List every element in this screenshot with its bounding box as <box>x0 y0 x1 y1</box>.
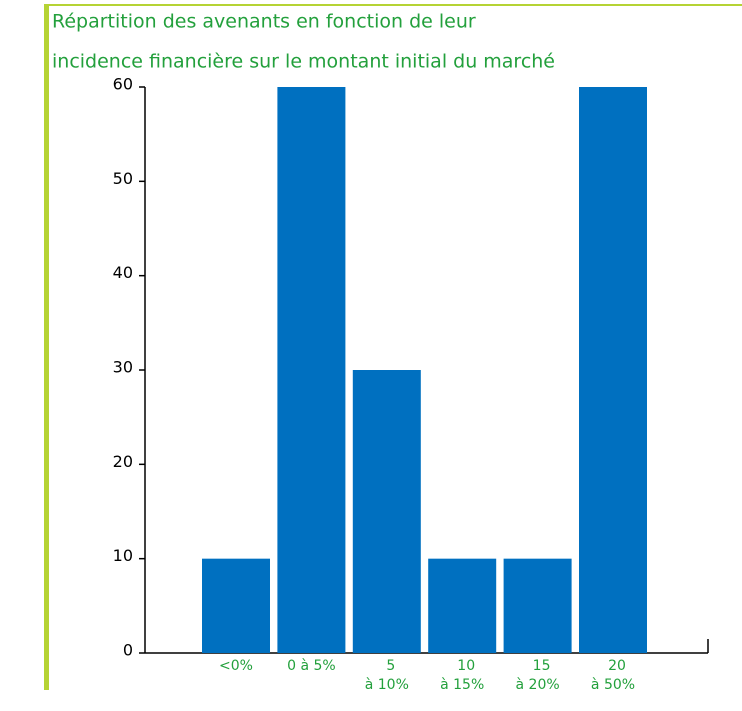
x-tick-label: 10 <box>457 658 475 674</box>
x-tick-label: <0% <box>219 658 253 674</box>
y-tick-label: 10 <box>113 546 133 565</box>
x-tick-label: à 50% <box>591 677 635 693</box>
bar <box>277 87 346 653</box>
y-tick-label: 60 <box>113 75 133 94</box>
x-tick-label: 15 <box>533 658 551 674</box>
y-tick-label: 0 <box>123 641 133 660</box>
x-tick-label: 0 à 5% <box>287 658 336 674</box>
bar <box>428 558 497 653</box>
left-border <box>44 4 49 690</box>
x-tick-label: 20 <box>608 658 626 674</box>
x-tick-label: à 15% <box>440 677 484 693</box>
x-tick-label: à 20% <box>516 677 560 693</box>
bar <box>503 558 572 653</box>
y-tick-label: 50 <box>113 169 133 188</box>
y-tick-label: 30 <box>113 358 133 377</box>
top-border <box>44 4 742 6</box>
bar <box>352 370 421 653</box>
x-tick-label: à 10% <box>365 677 409 693</box>
bar <box>579 87 647 653</box>
chart-title: incidence financière sur le montant init… <box>52 51 555 73</box>
y-tick-label: 40 <box>113 263 133 282</box>
y-tick-label: 20 <box>113 452 133 471</box>
bar <box>202 558 270 653</box>
x-tick-label: 5 <box>386 658 395 674</box>
chart-title: Répartition des avenants en fonction de … <box>52 11 476 33</box>
